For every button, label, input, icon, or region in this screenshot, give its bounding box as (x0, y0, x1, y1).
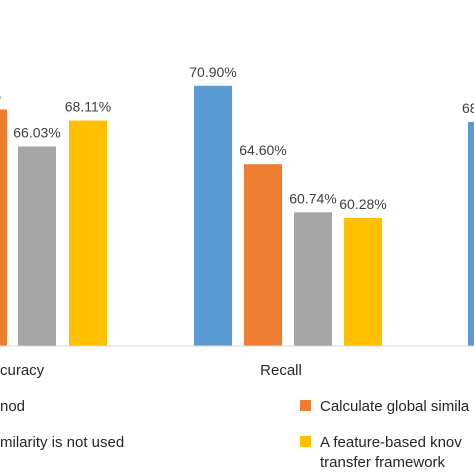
bars-layer (0, 85, 474, 347)
legend-item: nod (0, 398, 25, 415)
legend-swatch (300, 436, 311, 447)
legend-item: A feature-based knov transfer framework (300, 434, 462, 471)
data-label: 60.28% (339, 196, 386, 212)
bar (244, 164, 282, 346)
legend-label: A feature-based knov (320, 434, 462, 451)
legend-item: Calculate global simila (300, 398, 470, 415)
bar (294, 212, 332, 346)
bar (18, 146, 56, 346)
bar (69, 120, 107, 346)
data-label: 68 (462, 100, 474, 116)
data-label: 64.60% (239, 142, 286, 158)
legend-label: milarity is not used (0, 434, 124, 451)
category-labels-layer: curacy Recall (0, 362, 302, 379)
legend: nod Calculate global simila milarity is no… (0, 398, 470, 471)
data-label: 68.11% (65, 99, 111, 115)
bar (0, 109, 7, 346)
bar (344, 218, 382, 346)
data-label: 66.03% (13, 124, 60, 140)
legend-label: transfer framework (320, 454, 446, 471)
category-label: curacy (0, 362, 45, 379)
category-label: Recall (260, 362, 302, 379)
data-label: % (0, 87, 1, 103)
legend-item: milarity is not used (0, 434, 124, 451)
bar (468, 121, 474, 347)
bar (194, 85, 232, 347)
legend-swatch (300, 400, 311, 411)
legend-label: nod (0, 398, 25, 415)
data-label: 60.74% (289, 190, 336, 206)
data-label: 70.90% (189, 64, 236, 80)
legend-label: Calculate global simila (320, 398, 470, 415)
value-labels-layer: % 66.03% 68.11% 70.90% 64.60% 60.74%60.28% 68 (0, 64, 474, 212)
